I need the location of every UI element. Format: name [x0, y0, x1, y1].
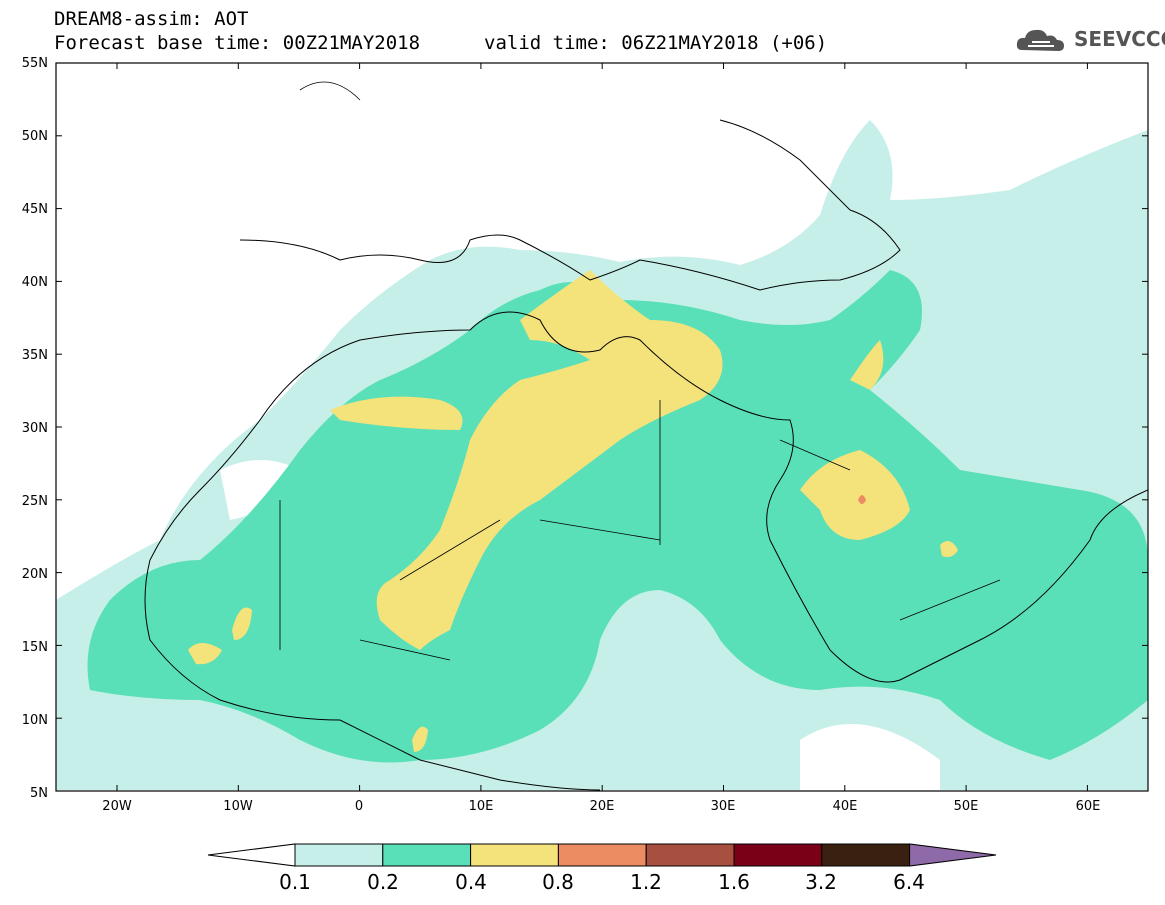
lon-label: 20E: [589, 799, 615, 814]
aot-band-yellow: [376, 270, 723, 650]
lon-label: 10E: [468, 799, 494, 814]
logo-text: SEEVCCC: [1074, 27, 1165, 51]
colorbar-label: 0.4: [455, 870, 487, 894]
lon-label: 30E: [710, 799, 736, 814]
colorbar-segment: [382, 843, 472, 867]
lon-label: 40E: [832, 799, 858, 814]
lat-label: 5N: [30, 786, 48, 801]
colorbar-segment: [557, 843, 647, 867]
lat-label: 30N: [21, 421, 48, 436]
map-title: DREAM8-assim: AOT: [54, 8, 249, 30]
base-time-label: Forecast base time: 00Z21MAY2018: [54, 32, 421, 54]
lat-label: 50N: [21, 129, 48, 144]
colorbar-label: 1.6: [718, 870, 750, 894]
colorbar-segment: [821, 843, 911, 867]
lat-label: 40N: [21, 275, 48, 290]
lat-label: 55N: [21, 56, 48, 71]
colorbar-low-arrow: [207, 843, 296, 867]
colorbar-label: 3.2: [805, 870, 837, 894]
cloud-icon: [1016, 29, 1064, 51]
colorbar-label: 0.8: [542, 870, 574, 894]
colorbar-segment: [733, 843, 823, 867]
lat-label: 45N: [21, 202, 48, 217]
lat-label: 15N: [21, 640, 48, 655]
colorbar-high-arrow: [909, 843, 997, 867]
colorbar-label: 1.2: [630, 870, 662, 894]
colorbar-segment: [294, 843, 384, 867]
colorbar-label: 0.1: [279, 870, 311, 894]
colorbar-segment: [645, 843, 735, 867]
lat-label: 20N: [21, 567, 48, 582]
seevccc-logo: SEEVCCC: [1014, 24, 1165, 58]
colorbar-label: 0.2: [367, 870, 399, 894]
colorbar-label: 6.4: [893, 870, 925, 894]
lat-label: 25N: [21, 494, 48, 509]
lon-label: 60E: [1075, 799, 1101, 814]
lon-label: 20W: [102, 799, 132, 814]
colorbar-segment: [470, 843, 559, 867]
valid-time-label: valid time: 06Z21MAY2018 (+06): [484, 32, 828, 54]
colorbar: [207, 843, 997, 867]
aot-band-medium: [87, 270, 1148, 763]
lat-label: 10N: [21, 713, 48, 728]
lat-label: 35N: [21, 348, 48, 363]
lon-label: 50E: [953, 799, 979, 814]
lon-label: 10W: [223, 799, 253, 814]
lon-label: 0: [354, 799, 364, 814]
